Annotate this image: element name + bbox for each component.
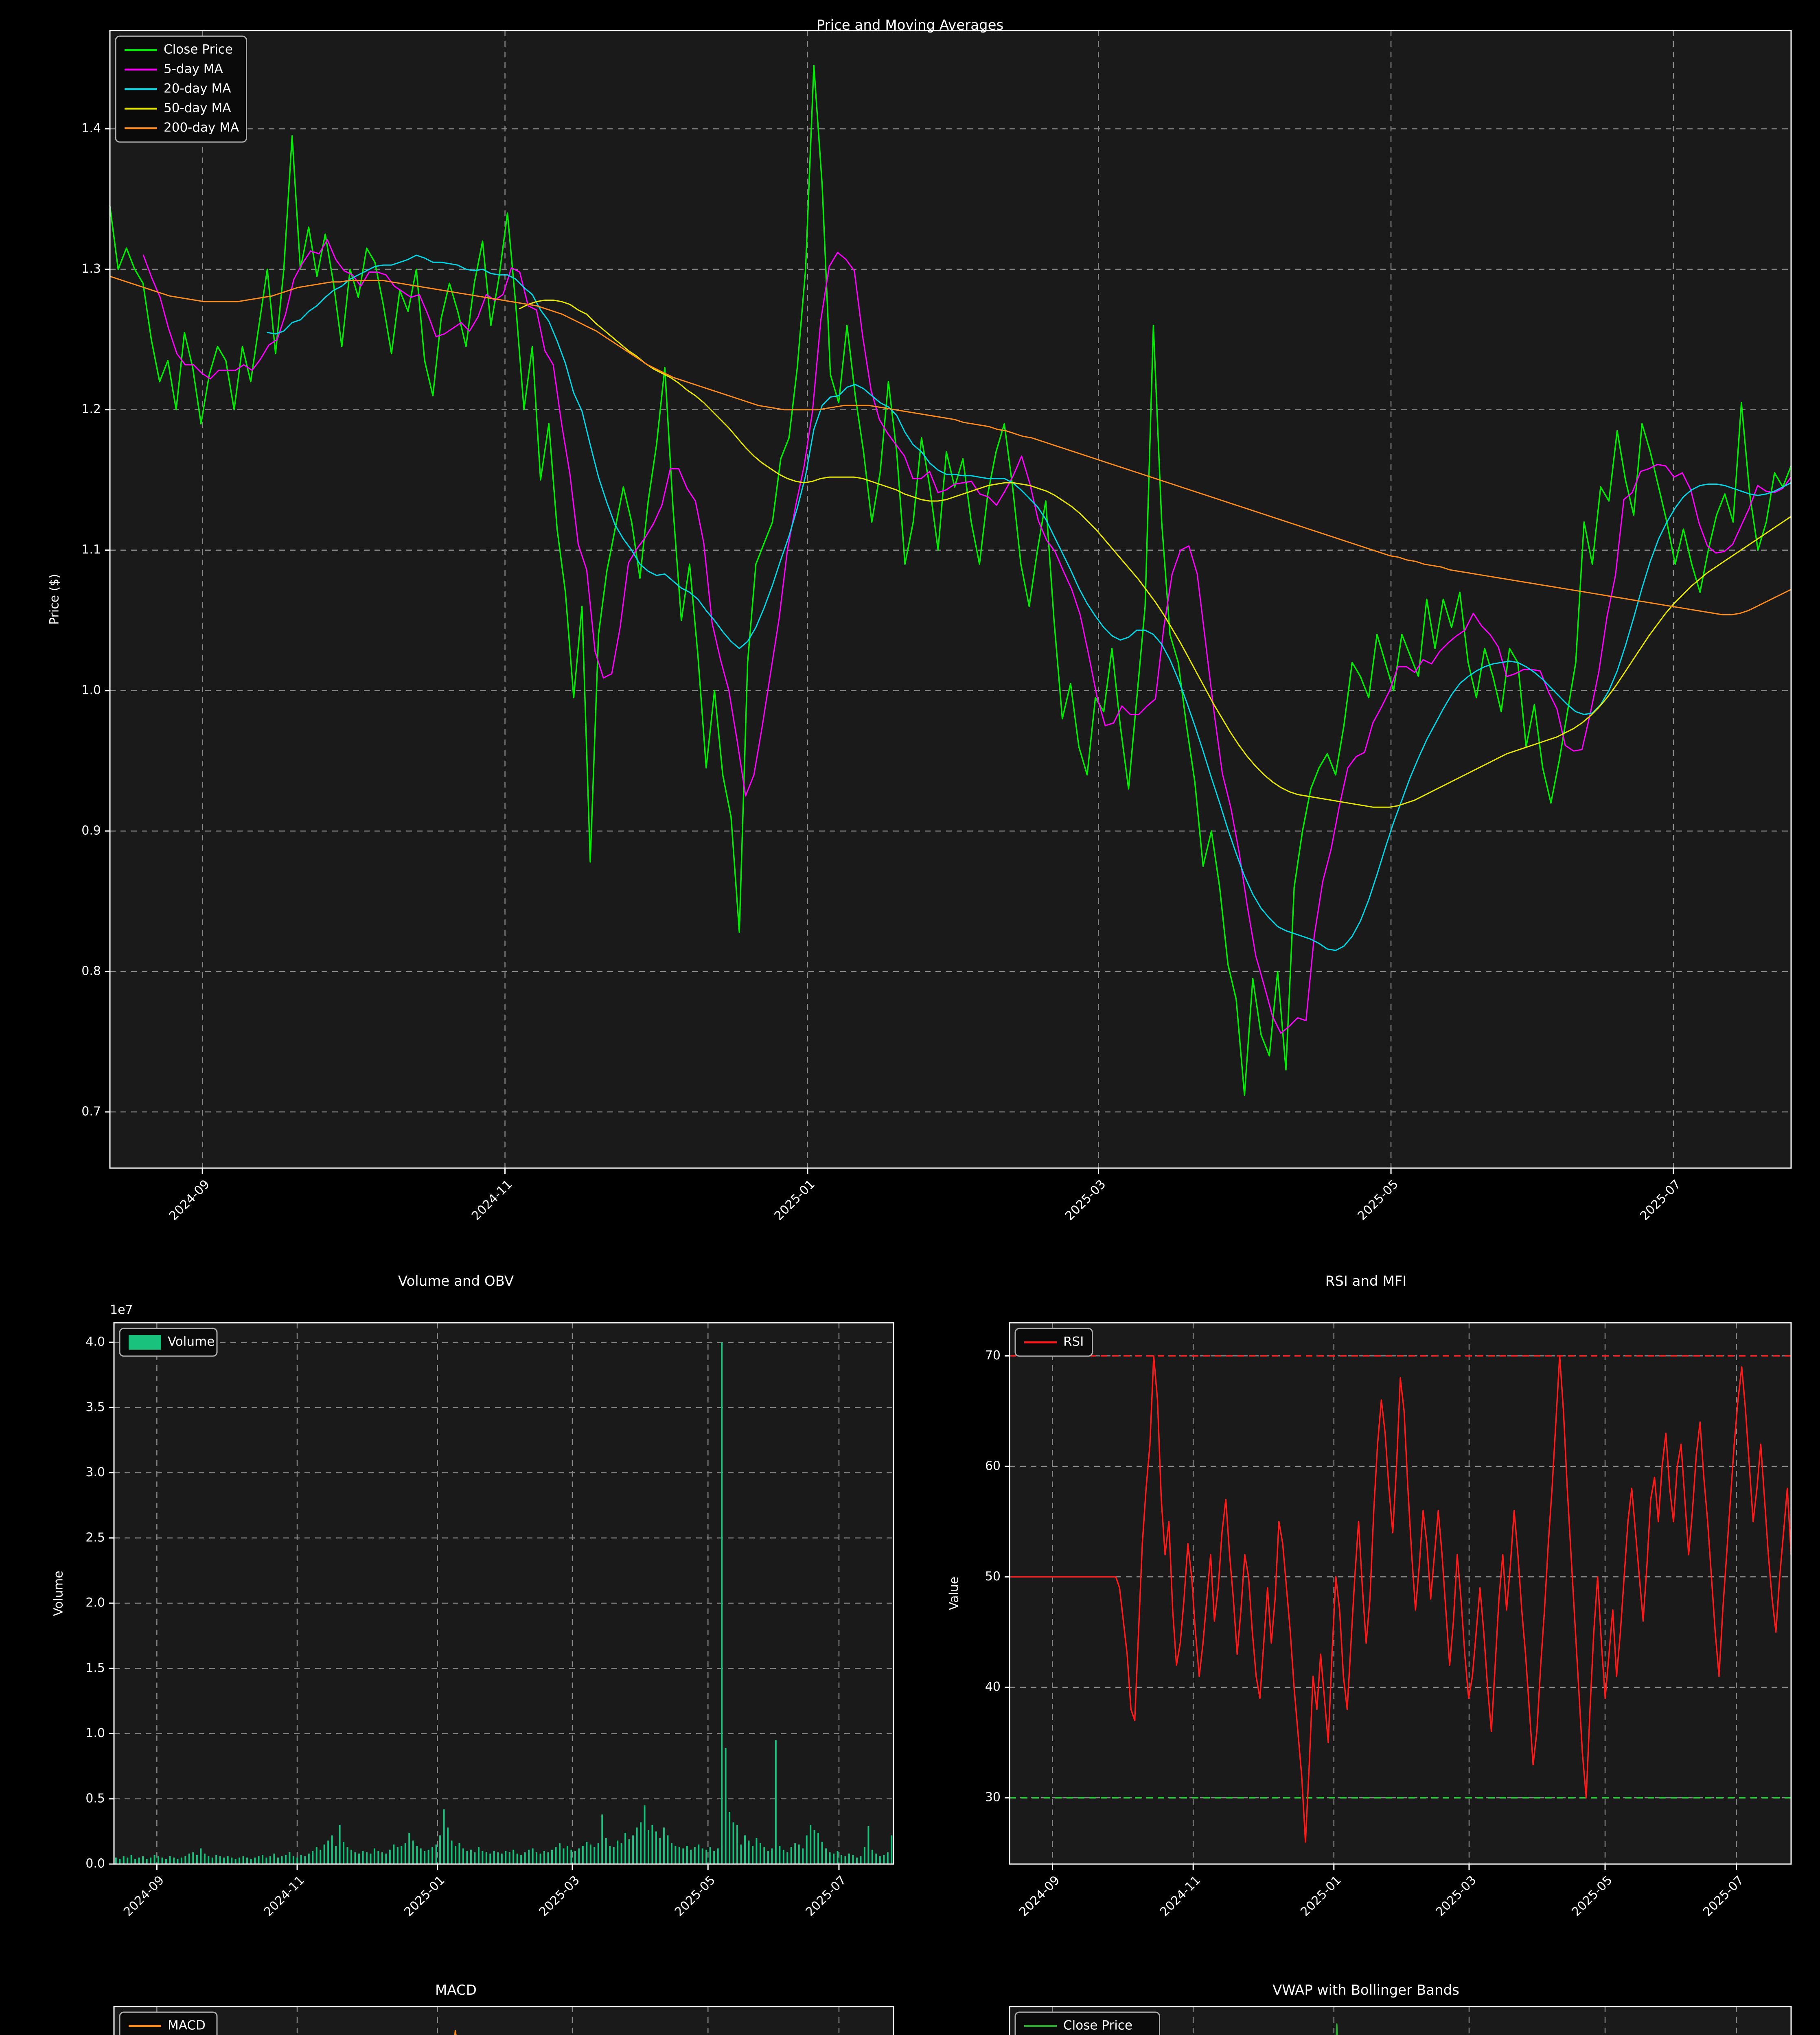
chart-title-volume_obv: Volume and OBV (398, 1273, 514, 1289)
chart-title-macd: MACD (435, 1982, 477, 1998)
chart-title-price_ma: Price and Moving Averages (816, 17, 1004, 33)
axes-spine (1009, 2006, 1792, 2035)
legend-box-vwap_bb (1014, 2011, 1160, 2035)
legend-label: Close Price (1063, 2018, 1132, 2033)
series-close-price (1336, 2023, 1338, 2035)
chart-title-vwap_bb: VWAP with Bollinger Bands (1272, 1982, 1459, 1998)
chart-title-rsi_mfi: RSI and MFI (1325, 1273, 1407, 1289)
plot-area-vwap_bb (1010, 2007, 1791, 2035)
